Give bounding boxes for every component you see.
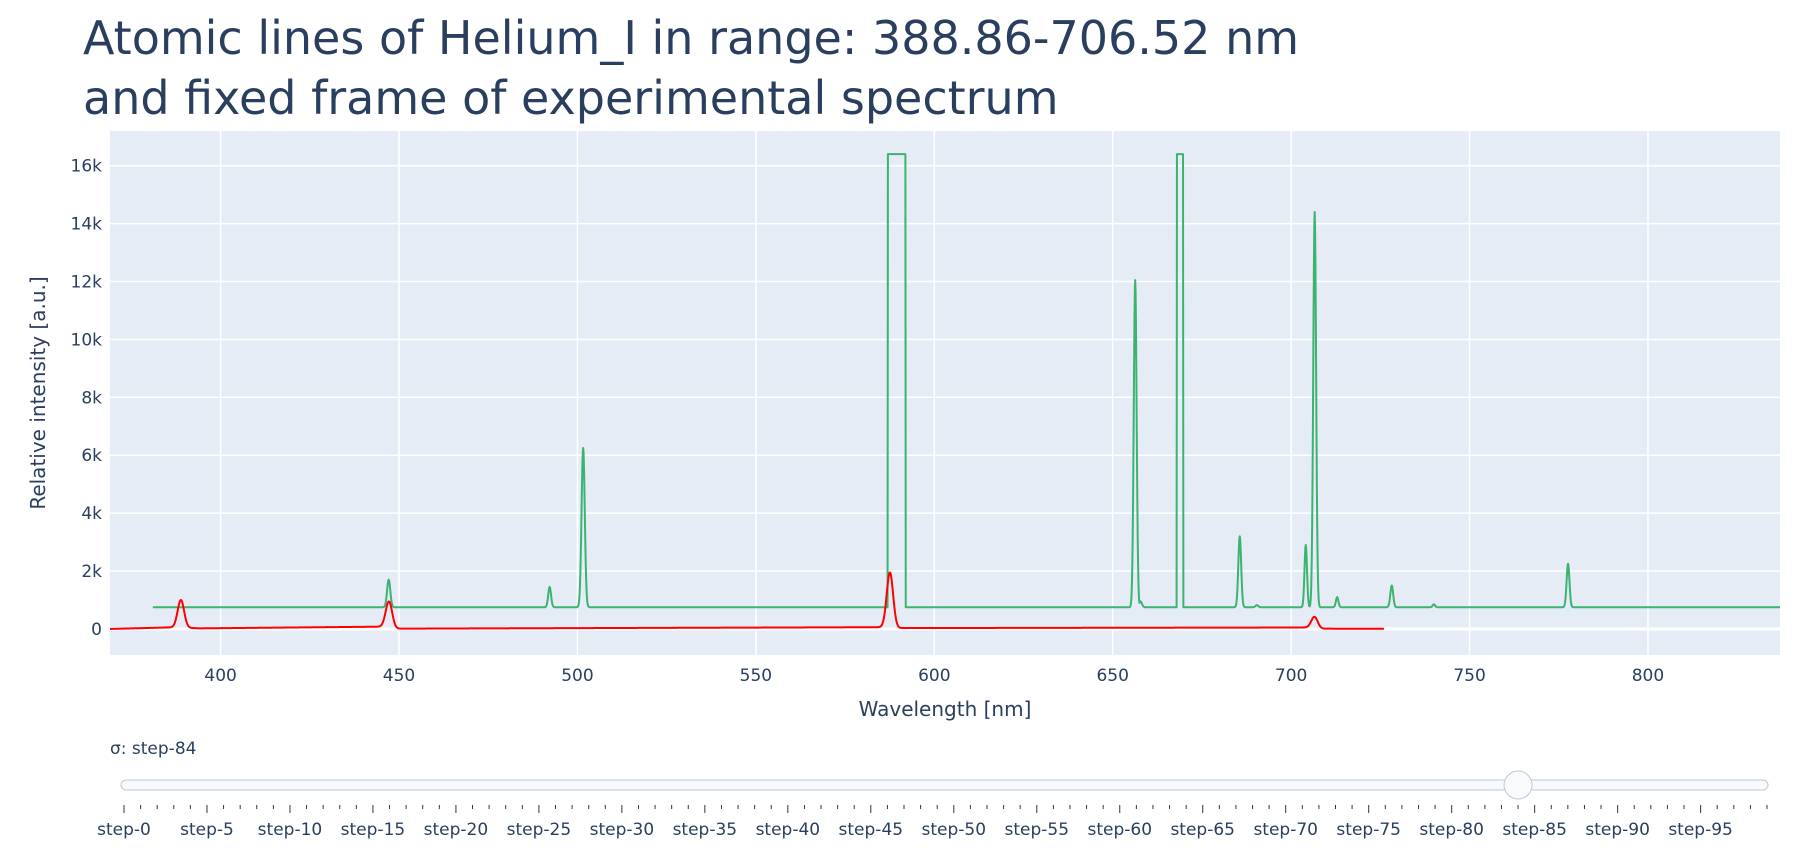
series-line-2 xyxy=(110,571,1385,630)
y-axis-title: Relative intensity [a.u.] xyxy=(26,276,50,509)
y-tick-label: 12k xyxy=(71,273,103,293)
x-tick-label: 550 xyxy=(740,666,772,686)
slider-handle[interactable] xyxy=(1503,770,1533,800)
slider-step-label[interactable]: step-40 xyxy=(756,820,821,840)
x-tick-label: 750 xyxy=(1453,666,1485,686)
slider-step-label[interactable]: step-90 xyxy=(1585,820,1650,840)
y-tick-label: 2k xyxy=(81,562,102,582)
x-tick-label: 450 xyxy=(383,666,415,686)
x-axis-title: Wavelength [nm] xyxy=(859,697,1032,721)
x-tick-label: 500 xyxy=(561,666,593,686)
slider-step-label[interactable]: step-80 xyxy=(1419,820,1484,840)
x-tick-label: 700 xyxy=(1275,666,1307,686)
series-line-1 xyxy=(152,153,1780,609)
y-tick-label: 0 xyxy=(91,620,102,640)
x-tick-label: 600 xyxy=(918,666,950,686)
slider-ticks: step-0 step-5 step-10 step-15 step-20 step-25… xyxy=(97,805,1768,840)
x-tick-label: 800 xyxy=(1632,666,1664,686)
slider-step-label[interactable]: step-10 xyxy=(258,820,323,840)
y-tick-label: 16k xyxy=(71,157,103,177)
y-tick-label: 14k xyxy=(71,215,103,235)
slider-step-label[interactable]: step-65 xyxy=(1170,820,1235,840)
y-tick-label: 6k xyxy=(81,446,102,466)
x-tick-label: 400 xyxy=(204,666,236,686)
slider-step-label[interactable]: step-15 xyxy=(341,820,406,840)
y-axis-ticks: 0 2k 4k 6k 8k 10k 12k 14k 16k xyxy=(71,157,103,640)
sigma-slider[interactable]: σ: step-84 step-0 step-5 step-10 step-15 ste… xyxy=(97,739,1769,840)
x-axis-ticks: 400 450 500 550 600 650 700 750 800 xyxy=(204,666,1664,686)
slider-step-label[interactable]: step-85 xyxy=(1502,820,1567,840)
slider-step-label[interactable]: step-75 xyxy=(1336,820,1401,840)
slider-current-value-label: σ: step-84 xyxy=(110,739,196,759)
slider-step-label[interactable]: step-95 xyxy=(1668,820,1733,840)
x-tick-label: 650 xyxy=(1096,666,1128,686)
slider-step-label[interactable]: step-0 xyxy=(97,820,151,840)
slider-step-label[interactable]: step-50 xyxy=(922,820,987,840)
y-tick-label: 4k xyxy=(81,504,102,524)
y-tick-label: 10k xyxy=(71,330,103,350)
slider-step-label[interactable]: step-60 xyxy=(1087,820,1152,840)
grid-lines xyxy=(110,131,1780,655)
slider-step-label[interactable]: step-35 xyxy=(673,820,738,840)
slider-step-label[interactable]: step-55 xyxy=(1005,820,1070,840)
plot-area xyxy=(110,131,1780,655)
slider-step-label[interactable]: step-30 xyxy=(590,820,655,840)
slider-step-label[interactable]: step-25 xyxy=(507,820,572,840)
chart-title-line-2: and fixed frame of experimental spectrum xyxy=(83,71,1059,125)
chart-title-line-1: Atomic lines of Helium_I in range: 388.8… xyxy=(83,11,1299,65)
y-tick-label: 8k xyxy=(81,388,102,408)
slider-rail[interactable] xyxy=(120,779,1769,791)
slider-step-label[interactable]: step-45 xyxy=(839,820,904,840)
series-group xyxy=(110,153,1780,630)
slider-step-label[interactable]: step-70 xyxy=(1253,820,1318,840)
slider-step-label[interactable]: step-20 xyxy=(424,820,489,840)
slider-step-label[interactable]: step-5 xyxy=(180,820,234,840)
